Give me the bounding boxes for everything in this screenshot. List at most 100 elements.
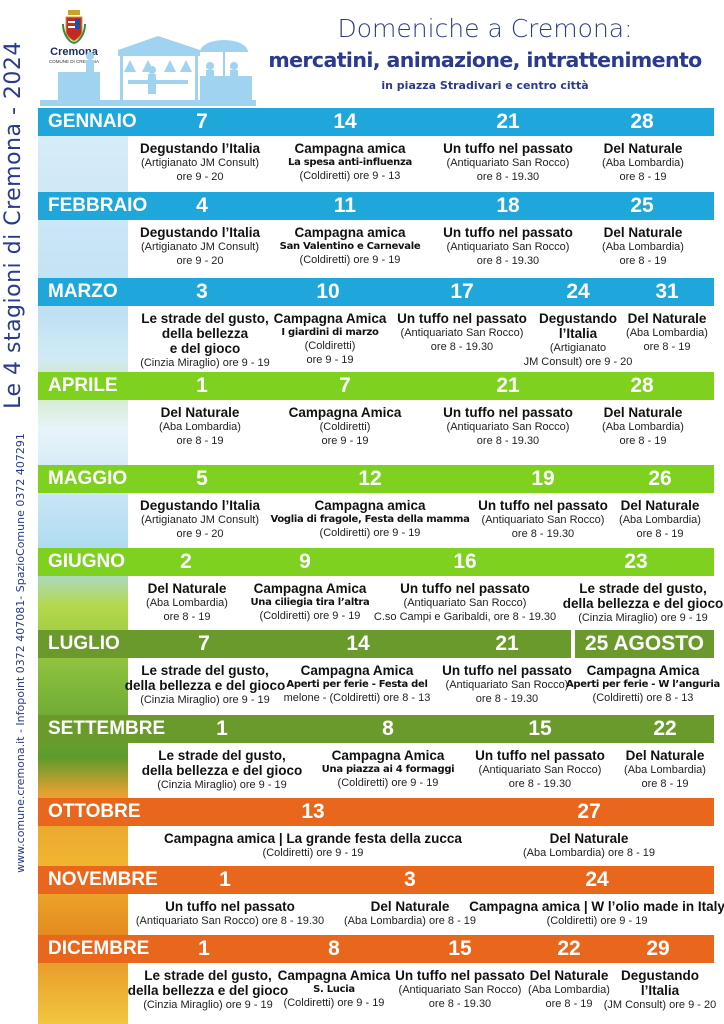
event-entry: Un tuffo nel passato (Antiquariato San Ro…	[443, 141, 573, 184]
event-details: (Aba Lombardia)	[626, 327, 708, 339]
month-header-febbraio: FEBBRAIO 4 11 18 25	[38, 192, 714, 220]
event-entry: Del Naturale (Aba Lombardia) ore 8 - 19	[626, 311, 708, 354]
event-details: (Antiquariato San Rocco)	[478, 764, 602, 776]
event-details: ore 8 - 19.30	[508, 778, 572, 790]
extra-date-badge: 25 AGOSTO	[575, 630, 714, 658]
event-title: della bellezza e del gioco	[127, 983, 289, 998]
event-title: Un tuffo nel passato	[478, 498, 608, 513]
event-details: (Coldiretti) ore 9 - 19	[546, 915, 648, 927]
event-details: JM Consult) ore 9 - 20	[523, 356, 633, 368]
event-title: Del Naturale	[603, 141, 683, 156]
event-entry: Un tuffo nel passato (Antiquariato San Ro…	[442, 663, 572, 706]
event-entry: Degustando l’Italia (Artigianato JM Consu…	[140, 498, 260, 541]
city-crest-logo	[62, 10, 86, 44]
event-details: ore 8 - 19	[545, 998, 593, 1010]
event-details: ore 8 - 19.30	[476, 435, 540, 447]
event-details: ore 8 - 19	[636, 528, 684, 540]
event-details: ore 9 - 20	[176, 255, 224, 267]
month-header-gennaio: GENNAIO 7 14 21 28	[38, 108, 714, 136]
event-title: Del Naturale	[603, 405, 683, 420]
event-details: (Coldiretti) ore 8 - 13	[592, 692, 694, 704]
event-entry: Le strade del gusto, della bellezza e del…	[128, 968, 289, 1012]
month-name: NOVEMBRE	[48, 869, 158, 890]
event-entry: Un tuffo nel passato (Antiquariato San Ro…	[395, 968, 525, 1011]
event-details: ore 9 - 20	[176, 528, 224, 540]
sunday-date: 21	[496, 374, 520, 397]
sunday-date: 7	[196, 110, 208, 133]
event-details: ore 8 - 19	[643, 341, 691, 353]
event-details: (Artigianato JM Consult)	[141, 241, 259, 253]
event-title: e del gioco	[169, 341, 241, 356]
event-title: Campagna Amica	[586, 663, 700, 678]
sunday-date: 7	[339, 374, 351, 397]
event-entry: Le strade del gusto, della bellezza e del…	[142, 748, 303, 792]
event-details: (Aba Lombardia)	[619, 514, 701, 526]
month-name: MAGGIO	[48, 468, 128, 489]
event-entry: Del Naturale (Aba Lombardia) ore 8 - 19	[146, 581, 228, 624]
event-title: Un tuffo nel passato	[165, 899, 295, 914]
event-theme: I giardini di marzo	[281, 327, 379, 338]
sunday-date: 15	[448, 937, 472, 960]
sunday-date: 1	[219, 868, 231, 891]
sunday-date: 2	[180, 550, 192, 573]
month-header-aprile: APRILE 1 7 21 28	[38, 372, 714, 400]
sunday-date: 21	[496, 110, 520, 133]
event-details: (Aba Lombardia)	[602, 421, 684, 433]
event-details: ore 8 - 19	[619, 171, 667, 183]
event-details: C.so Campi e Garibaldi, ore 8 - 19.30	[373, 611, 557, 623]
month-header-giugno: GIUGNO 2 9 16 23	[38, 548, 714, 576]
event-details: ore 8 - 19	[619, 255, 667, 267]
event-details: (Antiquariato San Rocco)	[445, 679, 569, 691]
sunday-date: 11	[333, 194, 357, 217]
event-entry: Un tuffo nel passato (Antiquariato San Ro…	[136, 899, 324, 928]
sunday-date: 22	[653, 717, 677, 740]
event-title: Degustando l’Italia	[139, 498, 261, 513]
event-details: (Antiquariato San Rocco)	[446, 421, 570, 433]
event-details: ore 9 - 19	[321, 435, 369, 447]
event-title: Del Naturale	[370, 899, 450, 914]
event-details: ore 8 - 19.30	[476, 171, 540, 183]
event-entry: Del Naturale (Aba Lombardia) ore 8 - 19	[602, 225, 684, 268]
event-theme: Voglia di fragole, Festa della mamma	[270, 514, 470, 525]
month-header-ottobre: OTTOBRE 13 27	[38, 798, 714, 826]
event-details: melone - (Coldiretti) ore 8 - 13	[283, 692, 431, 704]
event-details: (Aba Lombardia)	[624, 764, 706, 776]
sunday-date: 28	[630, 110, 654, 133]
event-title: l’Italia	[640, 983, 680, 998]
event-title: Campagna amica | La grande festa della z…	[164, 831, 462, 846]
event-entry: Un tuffo nel passato (Antiquariato San Ro…	[443, 405, 573, 448]
event-entry: Un tuffo nel passato (Antiquariato San Ro…	[397, 311, 527, 354]
logo-text: Cremona	[50, 46, 98, 58]
month-header-luglio: LUGLIO 7 14 21	[38, 630, 571, 658]
event-entry: Un tuffo nel passato (Antiquariato San Ro…	[478, 498, 608, 541]
event-title: della bellezza	[161, 326, 249, 341]
event-details: (Antiquariato San Rocco) ore 8 - 19.30	[135, 915, 325, 927]
event-details: (Aba Lombardia)	[159, 421, 241, 433]
event-entry: Campagna amica Voglia di fragole, Festa d…	[270, 498, 469, 540]
event-title: Del Naturale	[603, 225, 683, 240]
sunday-date: 8	[328, 937, 340, 960]
event-details: (Cinzia Miraglio) ore 9 - 19	[578, 612, 708, 624]
sunday-date: 5	[196, 467, 208, 490]
event-entry: Un tuffo nel passato (Antiquariato San Ro…	[443, 225, 573, 268]
event-title: Un tuffo nel passato	[443, 141, 573, 156]
event-title: Del Naturale	[549, 831, 629, 846]
event-details: (Antiquariato San Rocco)	[403, 597, 527, 609]
sunday-date: 1	[216, 717, 228, 740]
event-details: (Artigianato	[549, 342, 607, 354]
event-entry: Campagna amica | W l’olio made in Italy(…	[469, 899, 724, 928]
sunday-date: 4	[196, 194, 208, 217]
event-details: (Cinzia Miraglio) ore 9 - 19	[140, 694, 270, 706]
sunday-date: 25	[630, 194, 654, 217]
event-title: Un tuffo nel passato	[442, 663, 572, 678]
event-details: (Coldiretti) ore 9 - 13	[299, 170, 401, 182]
month-header-marzo: MARZO 3 10 17 24 31	[38, 278, 714, 306]
sunday-date: 13	[301, 800, 325, 823]
event-details: (Cinzia Miraglio) ore 9 - 19	[143, 999, 273, 1011]
event-title: Le strade del gusto,	[141, 663, 269, 678]
event-details: ore 9 - 20	[176, 171, 224, 183]
event-details: (Aba Lombardia)	[602, 241, 684, 253]
sunday-date: 29	[646, 937, 670, 960]
event-details: (Coldiretti) ore 9 - 19	[262, 847, 364, 859]
event-entry: Campagna Amica I giardini di marzo (Coldir…	[274, 311, 387, 367]
